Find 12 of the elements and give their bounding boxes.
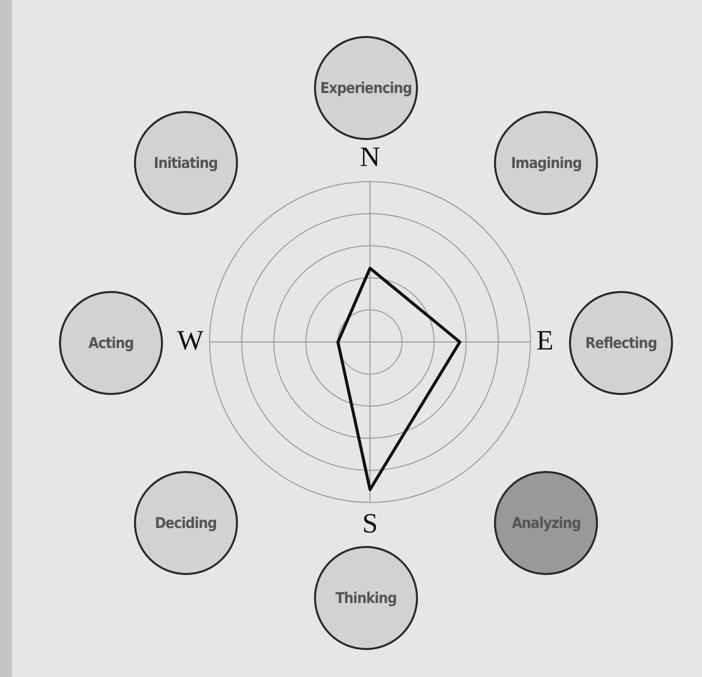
spoke-label: E [536,325,554,356]
circle-badge: Reflecting [569,291,673,395]
circle-badge: Analyzing [494,471,598,576]
circle-badge: Deciding [134,471,238,576]
circle-badge: Thinking [314,546,418,650]
circle-badge: Initiating [134,110,238,215]
circle-badge: Experiencing [314,36,418,140]
spoke-label: S [362,508,378,540]
spoke-label: W [177,325,204,356]
circle-badge: Acting [59,291,163,395]
spoke-label: N [360,142,380,174]
circle-badge: Imagining [494,110,598,215]
